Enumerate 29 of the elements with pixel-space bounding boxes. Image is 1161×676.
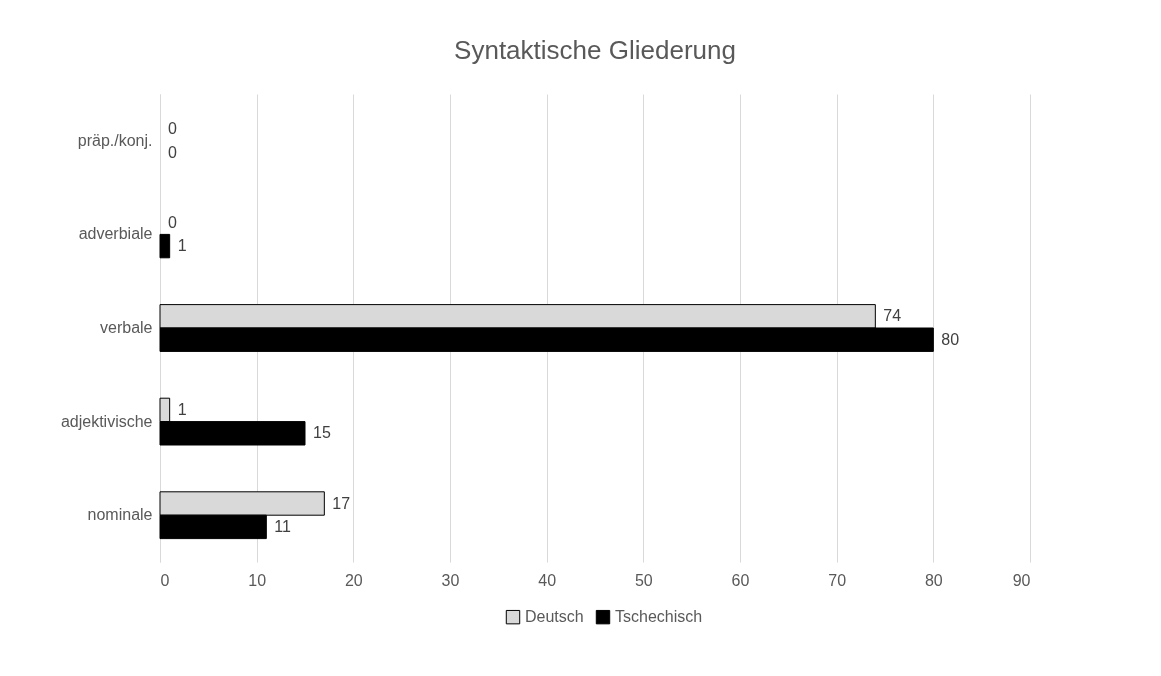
data-label: 0 [168, 143, 177, 161]
x-tick-label: 0 [160, 571, 170, 589]
x-tick-label: 20 [344, 571, 363, 589]
data-label: 0 [168, 120, 177, 138]
data-label: 74 [883, 307, 902, 325]
legend-label: Deutsch [525, 608, 584, 626]
y-tick-label: nominale [87, 506, 153, 524]
bar [159, 233, 171, 259]
x-tick-label: 70 [828, 571, 847, 589]
chart-title: Syntaktische Gliederung [454, 35, 736, 65]
x-tick-label: 30 [441, 571, 460, 589]
data-label: 15 [313, 424, 331, 442]
legend-label: Tschechisch [615, 608, 703, 626]
x-tick-label: 60 [731, 571, 750, 589]
x-tick-label: 50 [634, 571, 653, 589]
data-label: 0 [168, 213, 177, 231]
x-tick-label: 80 [924, 571, 943, 589]
x-tick-label: 40 [538, 571, 557, 589]
y-tick-label: verbale [100, 319, 153, 336]
x-tick-label: 90 [1012, 571, 1031, 589]
x-tick-label: 10 [248, 571, 267, 589]
data-label: 1 [177, 237, 187, 255]
data-label: 11 [274, 517, 292, 535]
y-tick-label: adverbiale [78, 225, 153, 243]
data-label: 17 [332, 494, 351, 512]
y-tick-label: präp./konj. [77, 131, 153, 149]
data-label: 1 [177, 400, 187, 418]
data-label: 80 [941, 330, 960, 348]
y-tick-label: adjektivische [60, 412, 153, 430]
